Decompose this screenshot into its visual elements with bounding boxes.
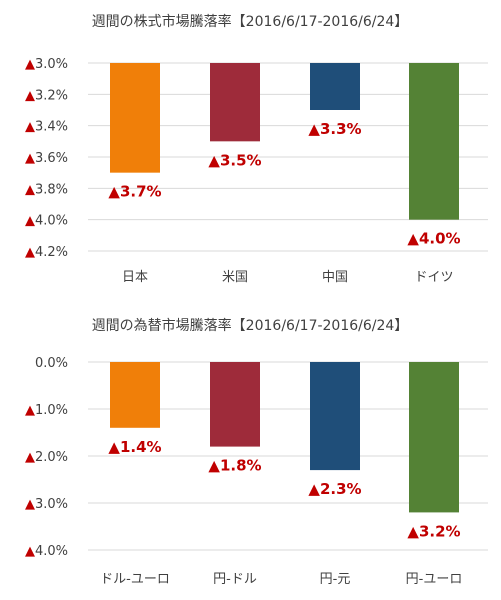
- data-label: ▲2.3%: [308, 480, 361, 498]
- category-label: 円-ドル: [213, 572, 257, 587]
- bar: [210, 63, 260, 142]
- y-tick-label: ▲3.2%: [25, 88, 68, 103]
- y-tick-label: ▲1.0%: [25, 403, 68, 418]
- bar: [210, 362, 260, 447]
- y-tick-label: 0.0%: [35, 356, 68, 371]
- y-tick-label: ▲2.0%: [25, 450, 68, 465]
- y-tick-label: ▲3.0%: [25, 497, 68, 512]
- y-tick-label: ▲4.0%: [25, 214, 68, 229]
- category-label: 円-ユーロ: [406, 572, 463, 587]
- data-label: ▲4.0%: [407, 230, 460, 248]
- fx-market-chart: 週間の為替市場騰落率【2016/6/17-2016/6/24】 0.0% ▲1.0…: [25, 317, 488, 587]
- y-tick-label: ▲3.0%: [25, 57, 68, 72]
- category-label: 日本: [122, 270, 148, 285]
- data-label: ▲3.2%: [407, 522, 460, 540]
- category-label: ドイツ: [414, 270, 453, 285]
- chart-title: 週間の株式市場騰落率【2016/6/17-2016/6/24】: [92, 13, 409, 30]
- category-label: ドル-ユーロ: [100, 572, 170, 587]
- bar: [409, 63, 459, 220]
- bar: [409, 362, 459, 513]
- bar: [110, 362, 160, 428]
- y-tick-label: ▲3.6%: [25, 151, 68, 166]
- bar: [110, 63, 160, 173]
- bar: [310, 362, 360, 471]
- y-tick-label: ▲3.8%: [25, 182, 68, 197]
- stock-market-chart: 週間の株式市場騰落率【2016/6/17-2016/6/24】 ▲3.0% ▲3.…: [25, 13, 488, 285]
- y-tick-label: ▲4.2%: [25, 245, 68, 260]
- data-label: ▲3.5%: [208, 151, 261, 169]
- data-label: ▲3.7%: [108, 183, 161, 201]
- y-tick-label: ▲4.0%: [25, 544, 68, 559]
- data-label: ▲1.4%: [108, 438, 161, 456]
- bar: [310, 63, 360, 110]
- category-label: 円-元: [320, 572, 351, 587]
- category-label: 米国: [222, 270, 248, 285]
- category-label: 中国: [322, 270, 348, 285]
- data-label: ▲3.3%: [308, 120, 361, 138]
- data-label: ▲1.8%: [208, 457, 261, 475]
- chart-title: 週間の為替市場騰落率【2016/6/17-2016/6/24】: [92, 317, 409, 334]
- y-tick-label: ▲3.4%: [25, 120, 68, 135]
